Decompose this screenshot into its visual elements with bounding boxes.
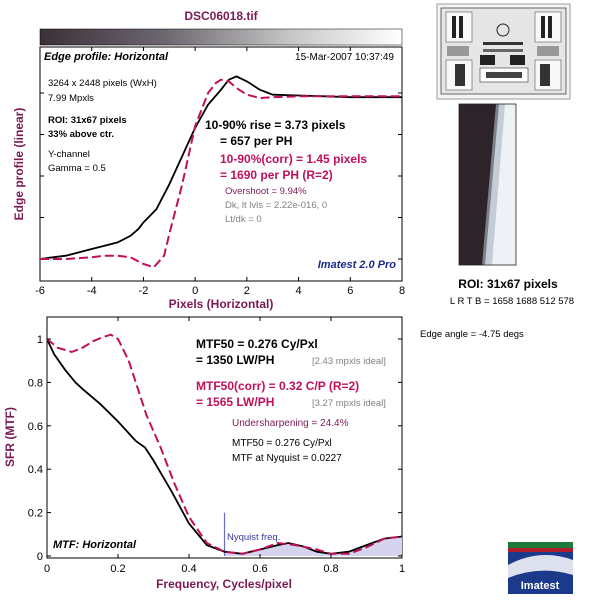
edge-x-tick-label: 6 [347,285,353,297]
edge-watermark: Imatest 2.0 Pro [318,259,397,271]
mtf-x-tick-label: 0.6 [252,563,267,575]
mtf-y-tick-labels: 0 0.2 0.4 0.6 0.8 1 [28,334,43,563]
mtf-y-tick-label: 0.6 [28,421,43,433]
edge-corr-line-1: 10-90%(corr) = 1.45 pixels [220,152,367,166]
edge-plot-frame [39,46,403,282]
logo-text: Imatest [521,580,560,592]
edge-timestamp: 15-Mar-2007 10:37:49 [295,52,394,63]
undersharpening: Undersharpening = 24.4% [232,418,349,429]
edge-info-line-2: 7.99 Mpxls [48,93,94,104]
edge-overshoot: Overshoot = 9.94% [225,186,307,197]
mtf-y-tick-label: 0.8 [28,377,43,389]
mtf-x-tick-label: 0.2 [110,563,125,575]
edge-x-tick-label: 4 [296,285,302,297]
mtf-x-tick-label: 0.8 [323,563,338,575]
edge-x-tick-label: -2 [139,285,149,297]
mtf-x-tick-label: 1 [399,563,405,575]
edge-rise-line-2: = 657 per PH [220,134,292,148]
mtf-nyquist-value: MTF at Nyquist = 0.0227 [232,453,342,464]
edge-x-tick-label: 8 [399,285,405,297]
mtf-corrected-series [47,333,402,555]
mtf-y-tick-label: 1 [37,334,43,346]
edge-roi-line-2: 33% above ctr. [48,129,114,140]
mtf-ticks [46,317,403,558]
tone-strip [39,28,403,46]
mtf50-corr-ideal: [3.27 mpxls ideal] [312,398,386,409]
mtf50-corr-line-2: = 1565 LW/PH [196,395,274,409]
mtf-x-tick-label: 0.4 [181,563,196,575]
edge-x-tick-label: 0 [192,285,198,297]
edge-panel-label: Edge profile: Horizontal [44,51,169,63]
roi-crop-image [458,103,517,266]
mtf-xlabel: Frequency, Cycles/pixel [156,577,292,591]
edge-angle: Edge angle = -4.75 degs [420,329,524,340]
mtf50-ideal: [2.43 mpxls ideal] [312,356,386,367]
edge-x-tick-label: 2 [244,285,250,297]
mtf-ylabel: SFR (MTF) [3,407,17,467]
edge-x-ticks [39,47,403,281]
mtf-x-tick-label: 0 [44,563,50,575]
test-chart-thumbnail [436,3,571,100]
edge-corrected-series [40,78,402,269]
mtf50-line-1: MTF50 = 0.276 Cy/Pxl [196,337,318,351]
edge-rise-line-1: 10-90% rise = 3.73 pixels [205,118,346,132]
edge-x-tick-labels: -6 -4 -2 0 2 4 6 8 [35,285,405,297]
mtf-y-tick-label: 0.2 [28,508,43,520]
roi-title: ROI: 31x67 pixels [458,277,558,291]
mtf-panel-label: MTF: Horizontal [53,539,137,551]
edge-channel-line-2: Gamma = 0.5 [48,163,106,174]
edge-ylabel: Edge profile (linear) [12,108,26,221]
figure-title: DSC06018.tif [184,9,258,23]
mtf-y-tick-label: 0 [37,551,43,563]
edge-dk-levels: Dk, lt lvls = 2.22e-016, 0 [225,200,327,211]
mtf50-repeat: MTF50 = 0.276 Cy/Pxl [232,438,332,449]
edge-channel-line-1: Y-channel [48,149,90,160]
mtf-y-tick-label: 0.4 [28,464,43,476]
mtf50-line-2: = 1350 LW/PH [196,353,274,367]
edge-xlabel: Pixels (Horizontal) [169,297,274,311]
mtf-x-tick-labels: 0 0.2 0.4 0.6 0.8 1 [44,563,405,575]
edge-raw-series [40,75,402,260]
edge-x-tick-label: -4 [87,285,97,297]
edge-info-line-1: 3264 x 2448 pixels (WxH) [48,78,157,89]
roi-coords: L R T B = 1658 1688 512 578 [450,296,574,307]
edge-corr-line-2: = 1690 per PH (R=2) [220,168,333,182]
nyquist-label: Nyquist freq. [227,532,280,543]
imatest-logo: Imatest [508,542,573,594]
mtf50-corr-line-1: MTF50(corr) = 0.32 C/P (R=2) [196,379,359,393]
edge-roi-line-1: ROI: 31x67 pixels [48,115,127,126]
edge-x-tick-label: -6 [35,285,45,297]
edge-lt-dk: Lt/dk = 0 [225,214,262,225]
